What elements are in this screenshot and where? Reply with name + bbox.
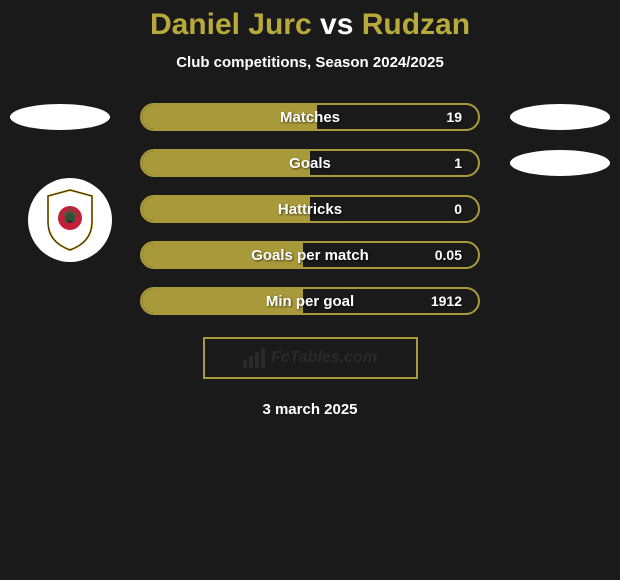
stat-bar: Min per goal 1912	[140, 287, 480, 315]
stat-row: Goals 1	[0, 149, 620, 177]
title-player1: Daniel Jurc	[150, 8, 312, 41]
brand-logo: FcTables.com	[203, 337, 418, 379]
club-crest-icon	[42, 188, 98, 252]
crest-badge	[28, 178, 112, 262]
stat-bar-fill	[142, 151, 310, 175]
stat-label: Min per goal	[266, 293, 354, 310]
stat-bar: Matches 19	[140, 103, 480, 131]
stat-row: Min per goal 1912	[0, 287, 620, 315]
stat-value: 1	[454, 155, 462, 171]
left-ellipse	[10, 104, 110, 130]
stat-row: Matches 19	[0, 103, 620, 131]
right-ellipse	[510, 150, 610, 176]
date-text: 3 march 2025	[0, 401, 620, 418]
stat-label: Hattricks	[278, 201, 342, 218]
title-player2: Rudzan	[362, 8, 470, 41]
page-title: Daniel Jurc vs Rudzan	[0, 8, 620, 42]
brand-text: FcTables.com	[271, 349, 377, 367]
stat-bar: Goals per match 0.05	[140, 241, 480, 269]
stat-value: 1912	[431, 293, 462, 309]
stat-value: 0	[454, 201, 462, 217]
right-ellipse	[510, 104, 610, 130]
infographic-container: Daniel Jurc vs Rudzan Club competitions,…	[0, 0, 620, 418]
stat-value: 19	[446, 109, 462, 125]
stat-value: 0.05	[435, 247, 462, 263]
subtitle: Club competitions, Season 2024/2025	[0, 54, 620, 71]
stat-label: Goals	[289, 155, 331, 172]
stat-label: Matches	[280, 109, 340, 126]
stat-label: Goals per match	[251, 247, 369, 264]
title-vs: vs	[320, 8, 353, 41]
stat-bar: Hattricks 0	[140, 195, 480, 223]
bars-icon	[243, 348, 265, 368]
stat-bar: Goals 1	[140, 149, 480, 177]
